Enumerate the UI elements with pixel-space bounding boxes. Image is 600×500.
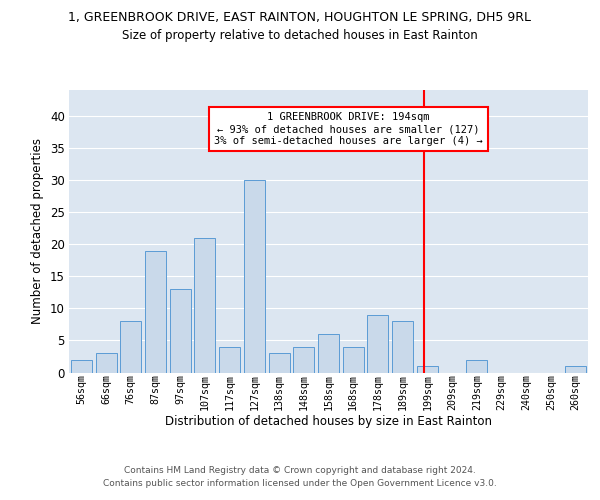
Bar [392, 321, 413, 372]
Bar [219, 347, 240, 372]
Bar [95, 353, 116, 372]
Text: Contains HM Land Registry data © Crown copyright and database right 2024.
Contai: Contains HM Land Registry data © Crown c… [103, 466, 497, 487]
Bar [417, 366, 438, 372]
Text: 1, GREENBROOK DRIVE, EAST RAINTON, HOUGHTON LE SPRING, DH5 9RL: 1, GREENBROOK DRIVE, EAST RAINTON, HOUGH… [68, 11, 532, 24]
Bar [565, 366, 586, 372]
Bar [120, 321, 141, 372]
Bar [71, 360, 92, 372]
Bar [367, 314, 388, 372]
Bar [194, 238, 215, 372]
Bar [343, 347, 364, 372]
Text: Size of property relative to detached houses in East Rainton: Size of property relative to detached ho… [122, 29, 478, 42]
Y-axis label: Number of detached properties: Number of detached properties [31, 138, 44, 324]
Bar [244, 180, 265, 372]
X-axis label: Distribution of detached houses by size in East Rainton: Distribution of detached houses by size … [165, 416, 492, 428]
Text: 1 GREENBROOK DRIVE: 194sqm
← 93% of detached houses are smaller (127)
3% of semi: 1 GREENBROOK DRIVE: 194sqm ← 93% of deta… [214, 112, 482, 146]
Bar [170, 289, 191, 372]
Bar [145, 250, 166, 372]
Bar [466, 360, 487, 372]
Bar [269, 353, 290, 372]
Bar [318, 334, 339, 372]
Bar [293, 347, 314, 372]
